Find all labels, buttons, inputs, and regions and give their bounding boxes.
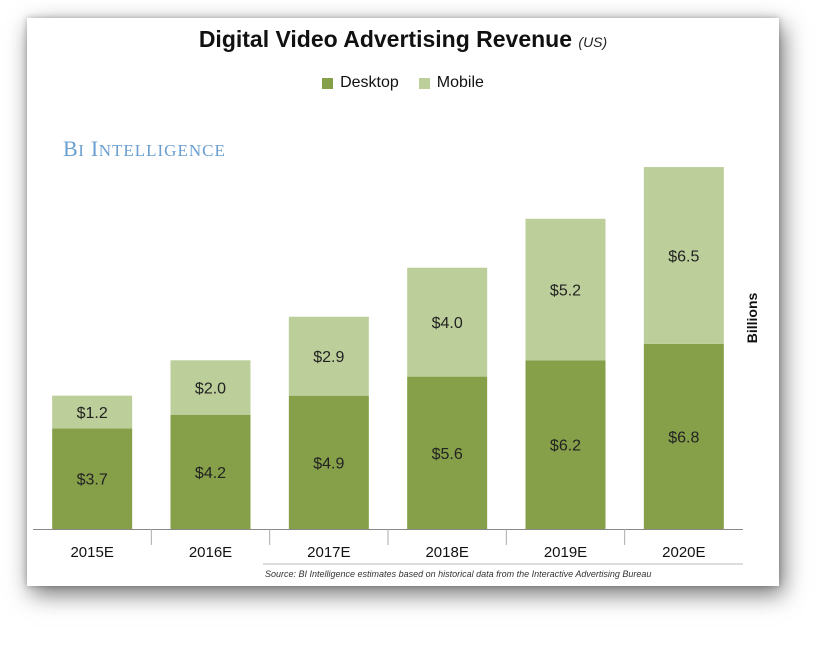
- data-label-desktop-2020E: $6.8: [668, 429, 699, 446]
- chart-legend: Desktop Mobile: [27, 74, 779, 92]
- brand-logo: BI INTELLIGENCE: [63, 136, 226, 161]
- chart-title: Digital Video Advertising Revenue (US): [27, 26, 779, 53]
- data-label-mobile-2016E: $2.0: [195, 380, 226, 397]
- bar-desktop-2019E: [525, 360, 606, 529]
- data-label-desktop-2019E: $6.2: [550, 438, 581, 455]
- bar-desktop-2018E: [407, 376, 488, 529]
- bar-mobile-2015E: [52, 395, 133, 429]
- data-label-mobile-2017E: $2.9: [313, 349, 344, 366]
- bar-desktop-2017E: [288, 395, 369, 529]
- bar-mobile-2019E: [525, 218, 606, 361]
- bar-mobile-2018E: [407, 267, 488, 377]
- legend-label-desktop: Desktop: [340, 74, 399, 91]
- x-tick-label-2017E: 2017E: [307, 544, 350, 561]
- bar-desktop-2016E: [170, 414, 251, 529]
- data-label-mobile-2020E: $6.5: [668, 248, 699, 265]
- bar-plot: $3.7 $1.2 2015E $4.2 $2.0 2016E $4.9 $2.9 2017E $…: [33, 167, 743, 565]
- x-tick-label-2020E: 2020E: [662, 544, 705, 561]
- data-label-mobile-2018E: $4.0: [432, 315, 463, 332]
- legend-swatch-mobile: [418, 77, 430, 89]
- data-label-desktop-2016E: $4.2: [195, 465, 226, 482]
- chart-card: Digital Video Advertising Revenue (US) D…: [27, 18, 779, 586]
- bar-mobile-2016E: [170, 360, 251, 415]
- bar-mobile-2020E: [643, 167, 724, 344]
- chart-title-suffix: (US): [578, 34, 608, 50]
- legend-item-desktop: Desktop: [322, 74, 399, 92]
- data-label-mobile-2015E: $1.2: [77, 405, 108, 422]
- data-label-desktop-2017E: $4.9: [313, 455, 344, 472]
- data-label-mobile-2019E: $5.2: [550, 283, 581, 300]
- legend-item-mobile: Mobile: [418, 74, 484, 92]
- x-tick-label-2018E: 2018E: [425, 544, 468, 561]
- bar-desktop-2015E: [52, 428, 133, 529]
- x-tick-label-2015E: 2015E: [70, 544, 113, 561]
- legend-swatch-desktop: [322, 77, 334, 89]
- legend-label-mobile: Mobile: [436, 74, 484, 91]
- x-tick-label-2016E: 2016E: [189, 544, 232, 561]
- data-label-desktop-2018E: $5.6: [432, 446, 463, 463]
- bar-desktop-2020E: [643, 343, 724, 529]
- source-note: Source: BI Intelligence estimates based …: [265, 569, 652, 579]
- chart-title-text: Digital Video Advertising Revenue: [198, 26, 573, 52]
- bar-mobile-2017E: [288, 316, 369, 396]
- data-label-desktop-2015E: $3.7: [77, 472, 108, 489]
- x-tick-label-2019E: 2019E: [544, 544, 587, 561]
